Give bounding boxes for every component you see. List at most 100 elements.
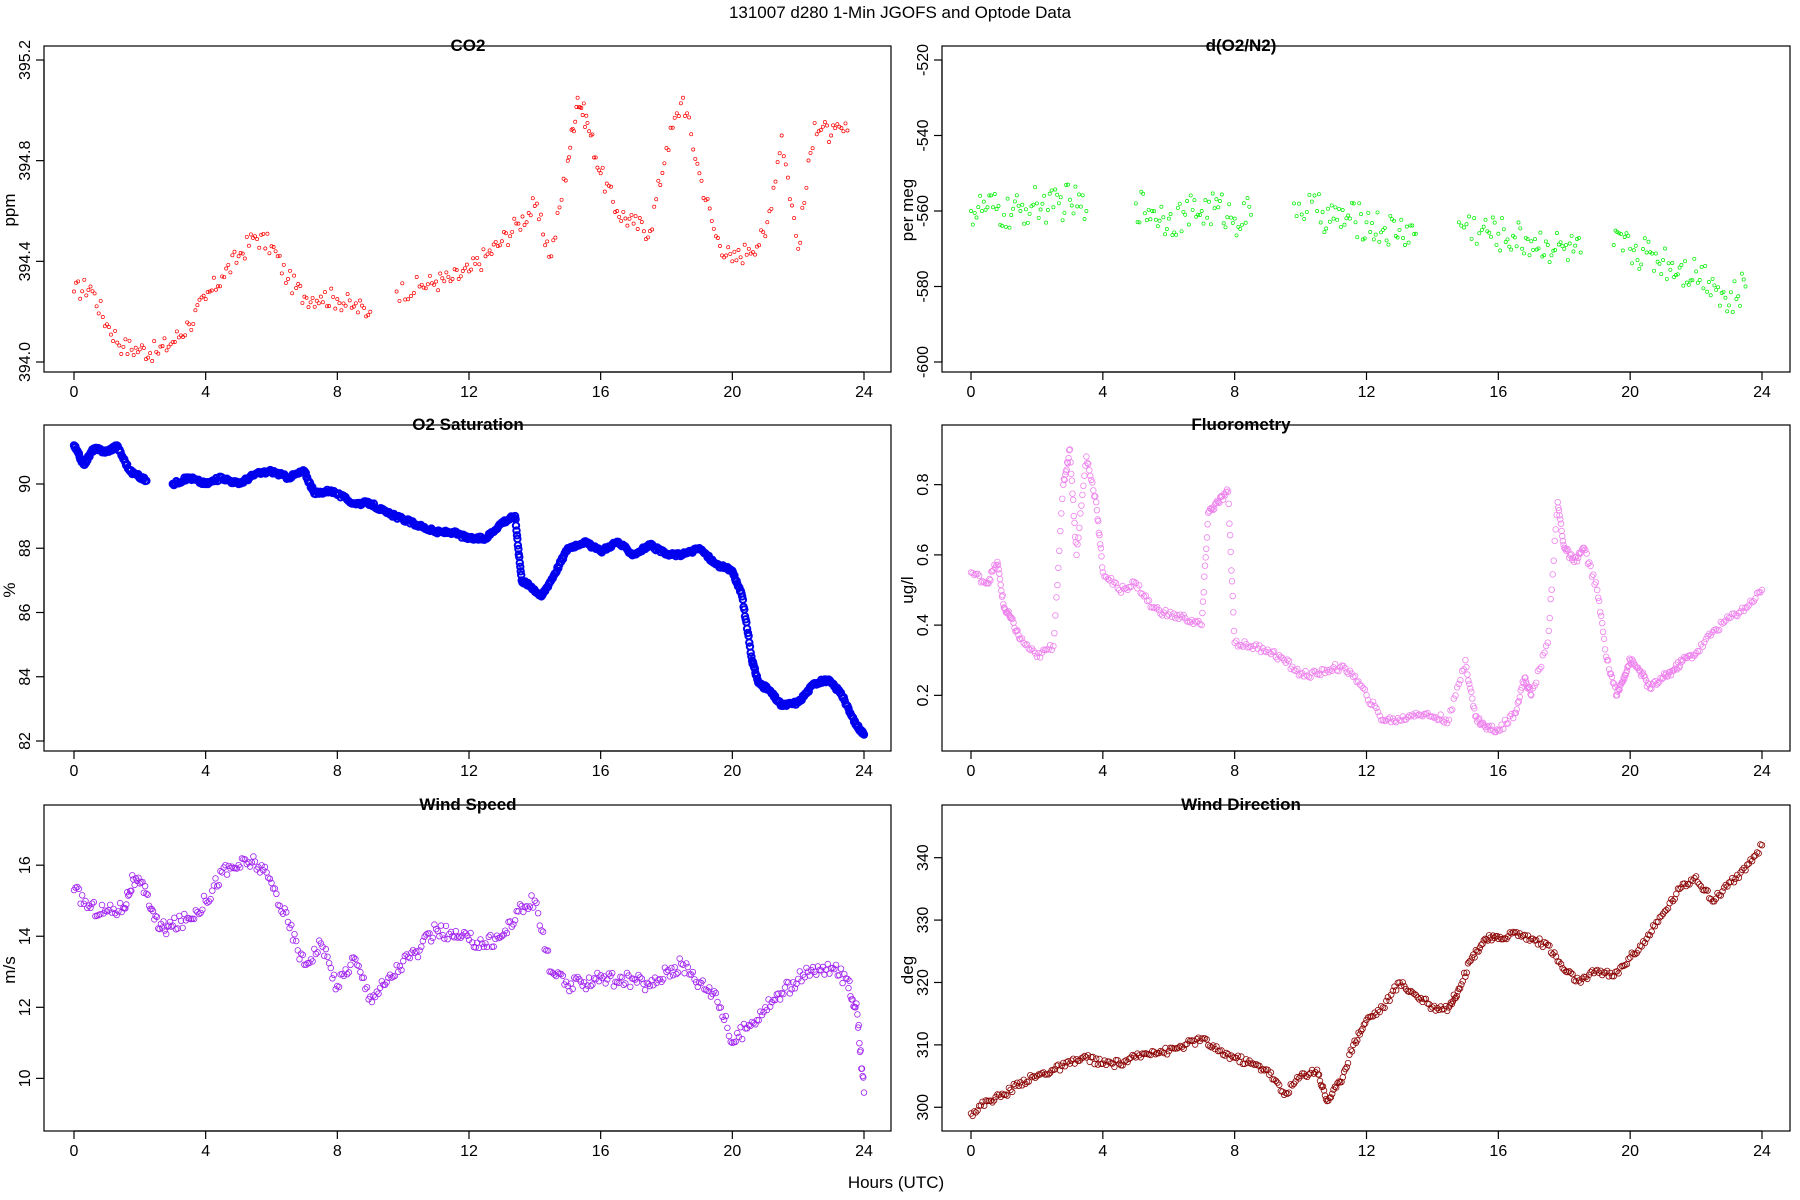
data-point — [1221, 492, 1229, 499]
data-point — [238, 251, 243, 255]
data-point — [821, 971, 828, 978]
data-point — [133, 345, 138, 350]
data-point — [1011, 206, 1016, 211]
data-point — [1341, 665, 1349, 672]
data-point — [1277, 653, 1284, 661]
data-point — [1443, 1007, 1451, 1015]
data-point — [452, 267, 457, 272]
data-point — [539, 928, 547, 935]
data-point — [1694, 879, 1701, 886]
data-point — [637, 974, 644, 981]
data-point — [296, 282, 301, 286]
data-point — [1102, 573, 1110, 581]
data-point — [796, 246, 801, 251]
data-point — [668, 125, 673, 130]
data-point — [1218, 1047, 1225, 1054]
data-point — [1373, 704, 1380, 712]
data-point — [1229, 215, 1233, 220]
data-point — [1593, 586, 1601, 594]
data-point — [1221, 221, 1226, 226]
data-point — [1509, 714, 1517, 722]
data-point — [1124, 1058, 1131, 1066]
data-point — [248, 859, 255, 866]
data-point — [660, 171, 665, 175]
data-point — [92, 291, 97, 296]
data-point — [1056, 1067, 1064, 1074]
data-point — [1050, 643, 1057, 650]
x-tick-label: 0 — [967, 1143, 976, 1160]
data-point — [1117, 1062, 1125, 1069]
data-point — [1331, 216, 1336, 221]
data-point — [1448, 706, 1456, 713]
x-tick-label: 24 — [1753, 763, 1771, 780]
data-point — [244, 234, 249, 239]
data-point — [1490, 215, 1495, 220]
data-point — [1508, 710, 1515, 718]
data-point — [513, 907, 520, 915]
data-point — [1430, 1002, 1438, 1010]
data-point — [189, 327, 194, 332]
data-point — [855, 1021, 862, 1029]
data-point — [1738, 866, 1746, 874]
data-point — [78, 892, 86, 899]
y-tick-label: 320 — [915, 969, 932, 996]
data-point — [1178, 614, 1186, 621]
data-point — [129, 347, 134, 352]
data-point — [1578, 250, 1583, 255]
data-point — [1015, 632, 1022, 639]
data-point — [1654, 918, 1662, 925]
data-point — [1378, 1003, 1385, 1010]
data-point — [1457, 677, 1464, 684]
data-point — [1578, 546, 1586, 553]
data-point — [1706, 630, 1713, 637]
data-point — [1386, 997, 1393, 1004]
y-tick-label: 0.4 — [915, 614, 932, 636]
data-point — [1022, 1080, 1029, 1087]
data-point — [1504, 720, 1512, 727]
data-point — [1602, 653, 1610, 660]
data-point — [1558, 527, 1565, 535]
y-axis-label-fluor: ug/l — [898, 576, 917, 603]
data-point — [516, 221, 521, 226]
data-point — [1575, 977, 1583, 984]
data-point — [623, 216, 628, 221]
data-point — [1703, 263, 1708, 268]
data-point — [1356, 681, 1364, 688]
data-point — [233, 865, 241, 872]
data-point — [980, 209, 984, 214]
data-point — [1065, 454, 1072, 462]
data-point — [1324, 226, 1329, 231]
data-point — [1230, 609, 1237, 616]
data-point — [1312, 193, 1317, 198]
data-point — [1361, 1020, 1369, 1027]
data-point — [323, 290, 327, 295]
data-point — [290, 291, 295, 296]
data-point — [115, 908, 122, 915]
data-point — [1728, 290, 1733, 295]
data-point — [456, 277, 461, 281]
data-point — [1615, 970, 1622, 977]
plot-frame-o2n2 — [941, 45, 1791, 373]
data-point — [1045, 646, 1052, 653]
data-point — [1571, 249, 1576, 254]
data-point — [352, 955, 359, 963]
data-point — [1655, 259, 1660, 264]
data-point — [357, 968, 364, 976]
data-point — [288, 921, 295, 929]
data-point — [306, 305, 311, 310]
data-point — [824, 960, 831, 968]
data-point — [366, 313, 371, 318]
data-point — [1424, 709, 1431, 717]
data-point — [643, 979, 650, 987]
data-point — [1101, 1057, 1108, 1064]
data-point — [1307, 192, 1312, 197]
data-point — [571, 129, 576, 134]
data-point — [1270, 648, 1278, 655]
data-point — [594, 969, 601, 977]
data-point — [1203, 1036, 1210, 1043]
data-point — [1483, 217, 1488, 222]
data-point — [475, 944, 483, 951]
y-tick-label: 12 — [17, 998, 34, 1016]
data-point — [1073, 551, 1080, 559]
data-point — [558, 970, 565, 978]
